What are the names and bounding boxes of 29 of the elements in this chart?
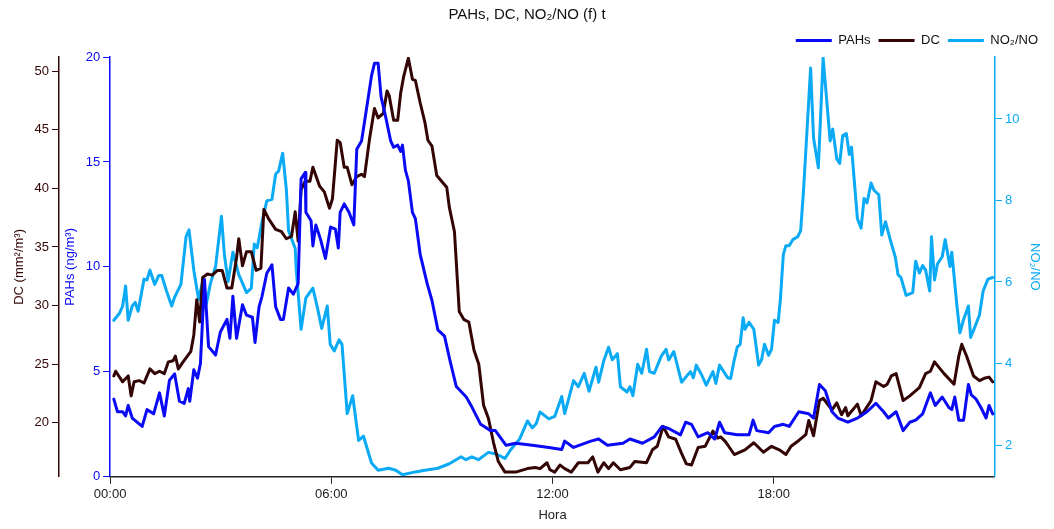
y2-axis-title: DC (mm²/m³)	[11, 228, 27, 305]
y2-tick-label: 25	[34, 355, 50, 371]
y-axis-title: PAHs (ng/m³)	[62, 228, 78, 306]
y-tick-label: 10	[85, 258, 101, 274]
y2-tick-label: 35	[34, 238, 50, 254]
y-tick-label: 20	[85, 48, 101, 64]
legend-label: NO₂/NO	[990, 32, 1039, 48]
y3-tick-label: 4	[1004, 355, 1013, 371]
y3-tick-label: 10	[1004, 110, 1020, 126]
y2-tick-label: 45	[34, 121, 50, 137]
legend-label: PAHs	[838, 32, 872, 48]
y3-tick-label: 6	[1004, 273, 1013, 289]
x-tick-label: 12:00	[536, 486, 569, 502]
y3-axis-title: NO₂/NO	[1027, 243, 1043, 291]
y-tick-label: 5	[92, 363, 101, 379]
y-tick-label: 0	[92, 468, 101, 484]
chart-title: PAHs, DC, NO₂/NO (f) t	[448, 5, 607, 23]
x-tick-label: 00:00	[93, 486, 127, 502]
x-tick-label: 06:00	[315, 486, 348, 502]
x-axis-title: Hora	[538, 506, 568, 522]
y2-tick-label: 50	[34, 62, 50, 78]
y3-tick-label: 8	[1004, 192, 1013, 208]
y2-tick-label: 20	[34, 414, 50, 430]
x-tick-label: 18:00	[757, 486, 791, 502]
y3-tick-label: 2	[1004, 436, 1013, 452]
y2-tick-label: 40	[34, 179, 50, 195]
legend-label: DC	[921, 32, 940, 48]
y-tick-label: 15	[85, 153, 101, 169]
y2-tick-label: 30	[34, 297, 50, 313]
